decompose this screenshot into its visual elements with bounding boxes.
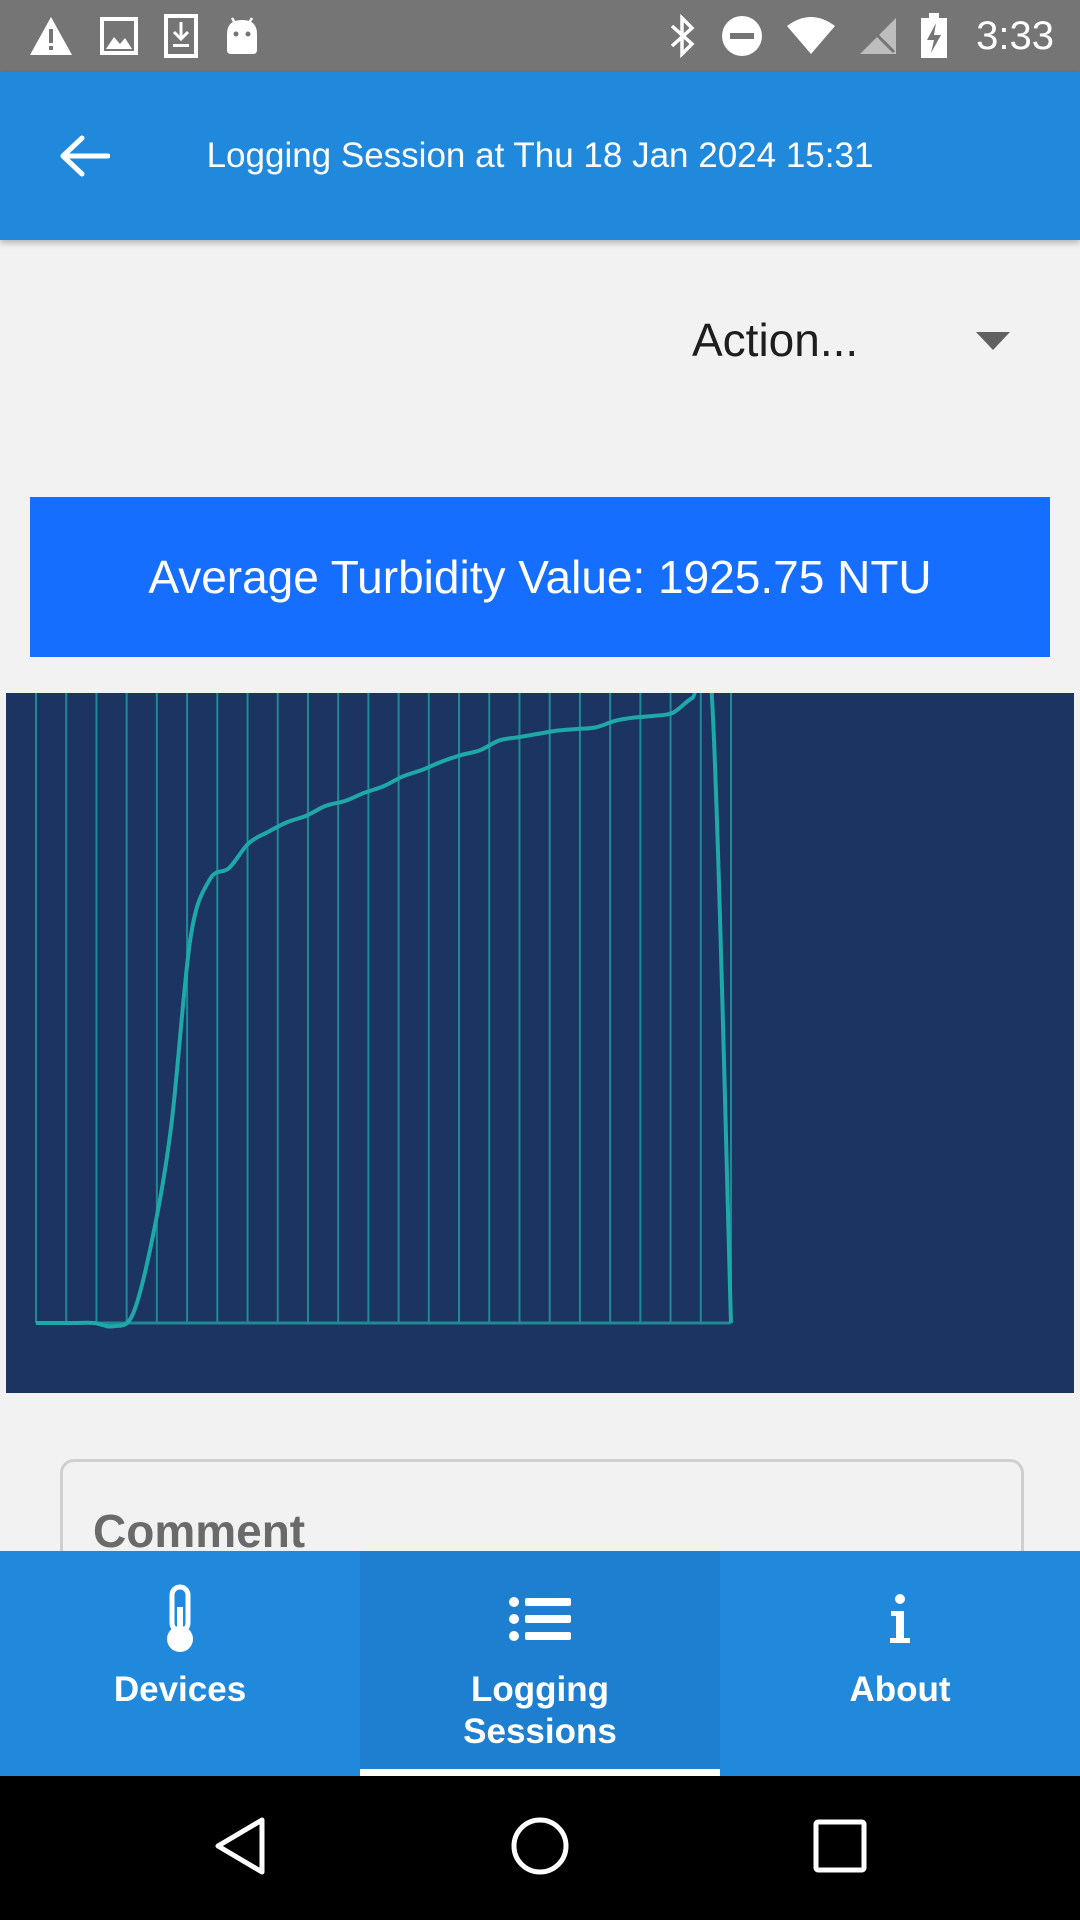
action-dropdown[interactable]: Action... — [680, 290, 1030, 390]
status-bar: 3:33 — [0, 0, 1080, 72]
nav-logging-sessions[interactable]: Logging Sessions — [360, 1551, 720, 1776]
bottom-nav: Devices Logging Sessions About — [0, 1551, 1080, 1776]
nav-about[interactable]: About — [720, 1551, 1080, 1776]
nav-logging-sessions-label: Logging Sessions — [463, 1669, 617, 1753]
no-sim-icon — [858, 16, 898, 56]
app-bar: Logging Session at Thu 18 Jan 2024 15:31 — [0, 72, 1080, 240]
warning-icon — [28, 15, 74, 57]
list-icon — [509, 1579, 571, 1659]
nav-logging-sessions-label-line-1: Logging — [470, 1670, 609, 1709]
turbidity-chart — [6, 693, 1074, 1393]
page-title: Logging Session at Thu 18 Jan 2024 15:31 — [206, 136, 874, 175]
chart-plot — [35, 693, 733, 1329]
nav-about-label: About — [849, 1670, 951, 1709]
back-button[interactable] — [44, 118, 124, 198]
download-icon — [164, 14, 198, 58]
average-turbidity-banner: Average Turbidity Value: 1925.75 NTU — [30, 497, 1050, 657]
back-triangle-icon — [212, 1816, 268, 1881]
system-nav-bar — [0, 1776, 1080, 1920]
android-icon — [224, 16, 260, 56]
system-back-button[interactable] — [200, 1808, 280, 1888]
system-home-button[interactable] — [500, 1808, 580, 1888]
action-dropdown-value: Action... — [692, 314, 859, 366]
image-icon — [100, 17, 138, 55]
clock: 3:33 — [976, 13, 1054, 58]
nav-devices[interactable]: Devices — [0, 1551, 360, 1776]
chart-series-line — [36, 693, 733, 1329]
recents-square-icon — [813, 1819, 867, 1878]
active-tab-indicator — [360, 1769, 720, 1776]
battery-charging-icon — [920, 13, 948, 59]
info-icon — [885, 1579, 915, 1659]
arrow-back-icon — [58, 134, 111, 183]
thermometer-icon — [160, 1579, 200, 1659]
nav-logging-sessions-label-line-2: Sessions — [463, 1712, 617, 1751]
dropdown-arrow-icon — [976, 332, 1010, 355]
wifi-icon — [786, 16, 836, 56]
bluetooth-icon — [668, 14, 698, 58]
comment-label: Comment — [93, 1505, 306, 1557]
system-recents-button[interactable] — [800, 1808, 880, 1888]
nav-devices-label: Devices — [113, 1670, 247, 1709]
do-not-disturb-icon — [720, 14, 764, 58]
home-circle-icon — [510, 1816, 570, 1881]
